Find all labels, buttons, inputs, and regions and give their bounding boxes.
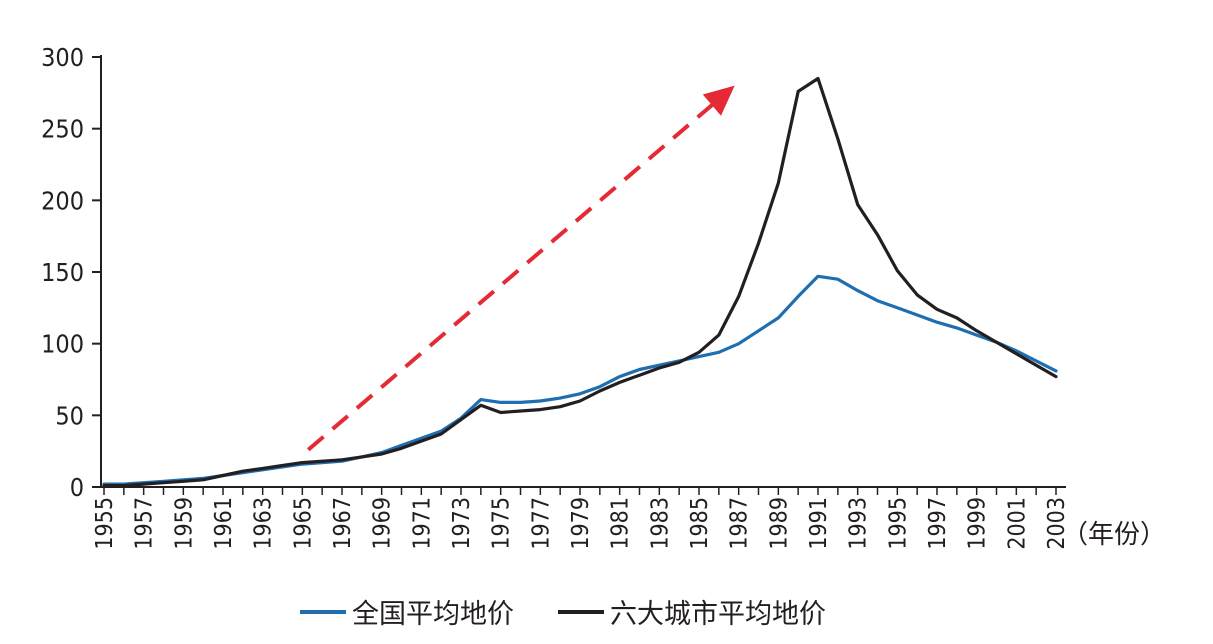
x-tick-label: 1959 xyxy=(171,497,197,550)
x-tick-label: 1973 xyxy=(449,497,475,550)
x-tick-label: 1955 xyxy=(92,497,118,550)
chart-legend: 全国平均地价 六大城市平均地价 xyxy=(300,592,870,631)
x-tick-label: 1993 xyxy=(846,497,872,550)
x-tick-label: 2003 xyxy=(1044,497,1070,550)
trend-arrowhead xyxy=(702,85,735,116)
x-axis-unit-label: （年份） xyxy=(1062,520,1166,550)
x-tick-label: 1999 xyxy=(965,497,991,550)
x-tick-label: 1961 xyxy=(211,497,237,550)
y-tick-label: 250 xyxy=(41,115,84,144)
y-tick-label: 200 xyxy=(41,186,84,215)
x-tick-label: 1985 xyxy=(687,497,713,550)
x-tick-label: 2001 xyxy=(1004,497,1030,550)
x-tick-label: 1995 xyxy=(885,497,911,550)
x-tick-label: 1981 xyxy=(608,497,634,550)
x-tick-label: 1957 xyxy=(132,497,158,550)
chart-ticks: 0 50 100 150 200 250 300 1955 1957 1959 1961 1963 19… xyxy=(41,43,1070,550)
series-line-six-cities xyxy=(102,76,1058,488)
x-tick-label: 1997 xyxy=(925,497,951,550)
x-tick-label: 1965 xyxy=(290,497,316,550)
x-tick-label: 1989 xyxy=(766,497,792,550)
x-tick-label: 1991 xyxy=(806,497,832,550)
y-tick-label: 150 xyxy=(41,258,84,287)
chart-series xyxy=(102,76,1058,488)
chart-axes xyxy=(100,55,1066,488)
x-tick-label: 1963 xyxy=(251,497,277,550)
x-tick-label: 1969 xyxy=(370,497,396,550)
legend-item-national: 全国平均地价 xyxy=(300,592,514,631)
x-tick-label: 1979 xyxy=(568,497,594,550)
x-tick-label: 1977 xyxy=(528,497,554,550)
x-tick-label: 1971 xyxy=(409,497,435,550)
y-tick-label: 300 xyxy=(41,43,84,72)
legend-item-six-cities: 六大城市平均地价 xyxy=(558,592,826,631)
y-tick-label: 50 xyxy=(55,401,84,430)
series-line-national xyxy=(102,274,1058,486)
legend-label-national: 全国平均地价 xyxy=(352,599,514,630)
x-tick-label: 1987 xyxy=(727,497,753,550)
x-tick-label: 1967 xyxy=(330,497,356,550)
legend-swatch-national xyxy=(300,609,346,614)
legend-swatch-six-cities xyxy=(558,609,604,614)
trend-arrow-line xyxy=(306,97,721,452)
legend-label-six-cities: 六大城市平均地价 xyxy=(610,599,826,630)
y-tick-label: 100 xyxy=(41,330,84,359)
y-tick-label: 0 xyxy=(70,473,84,502)
chart-annotation xyxy=(306,85,735,452)
x-tick-label: 1983 xyxy=(647,497,673,550)
x-tick-label: 1975 xyxy=(489,497,515,550)
